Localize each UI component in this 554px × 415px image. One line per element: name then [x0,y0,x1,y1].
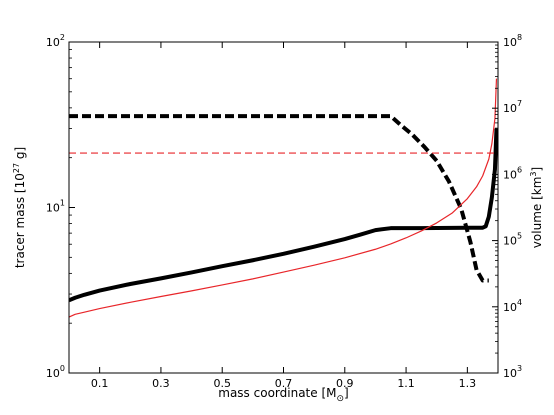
x-tick-label: 0.7 [275,377,293,390]
series-line-2 [69,78,498,318]
y-axis-left-label: tracer mass [1027 g] [12,147,27,268]
x-axis-label-end: ] [344,386,349,400]
x-tick-label: 1.1 [397,377,415,390]
y-left-tick-label: 101 [46,199,65,215]
x-axis-label-main: mass coordinate [M [218,386,336,400]
y-left-tick-label: 100 [46,364,65,380]
series-layer [69,78,498,318]
y-axis-left-label-sup: 27 [12,163,21,173]
y-left-tick-label: 102 [46,33,65,49]
labels-layer: mass coordinate [M⊙] tracer mass [1027 g… [12,147,544,404]
y-right-tick-label: 107 [503,99,522,115]
y-axis-left-label-main: tracer mass [10 [13,173,27,268]
y-right-tick-label: 103 [503,364,522,380]
x-axis-label: mass coordinate [M⊙] [218,386,348,404]
ticks-layer: 0.1 0.3 0.5 0.7 0.9 1.1 1.3 100 101 102 103 104 105 1… [46,33,522,390]
x-tick-label: 0.3 [152,377,170,390]
plot-frame [68,41,499,374]
series-line-0 [69,128,498,303]
x-axis-label-sub: ⊙ [336,394,344,404]
x-tick-label: 0.5 [213,377,231,390]
y-axis-right-label-sup: 3 [529,172,538,177]
y-axis-right-label: volume [km3] [529,167,544,248]
x-tick-label: 1.3 [459,377,477,390]
y-right-tick-label: 105 [503,232,522,248]
y-axis-right-label-main: volume [km [530,177,544,249]
y-right-tick-label: 106 [503,165,522,181]
y-right-tick-label: 108 [503,33,522,49]
x-tick-label: 0.9 [336,377,354,390]
series-line-1 [69,114,489,283]
y-axis-left-label-end: g] [13,147,27,163]
x-tick-label: 0.1 [91,377,109,390]
y-right-tick-label: 104 [503,298,522,314]
y-axis-right-label-end: ] [530,167,544,172]
